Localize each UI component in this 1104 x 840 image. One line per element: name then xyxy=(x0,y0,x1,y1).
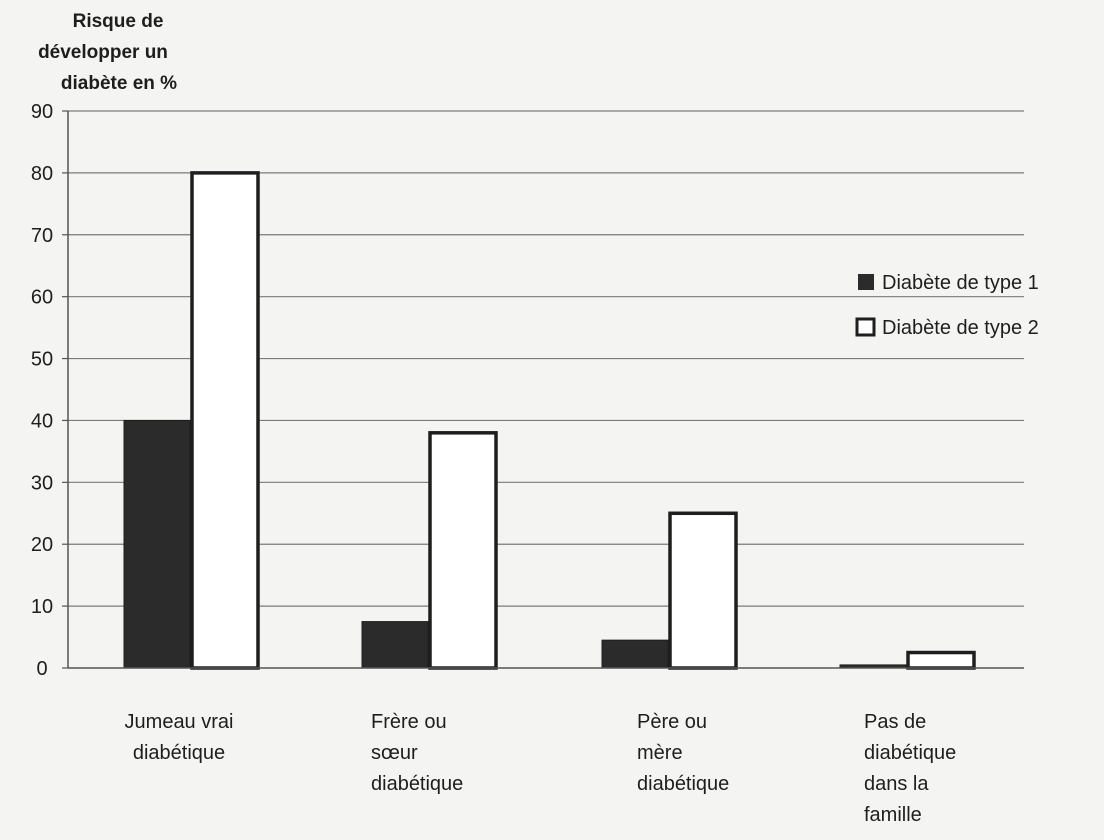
category-label: diabétique xyxy=(637,773,729,795)
y-tick-labels: 0 10 20 30 40 50 60 70 80 90 xyxy=(31,101,53,680)
category-label: Pas de xyxy=(864,711,926,733)
category-label: mère xyxy=(637,742,683,764)
legend: Diabète de type 1 Diabète de type 2 xyxy=(855,272,1039,339)
category-label: dans la xyxy=(864,773,929,795)
legend-label: Diabète de type 2 xyxy=(882,317,1039,339)
axes xyxy=(67,111,1024,669)
y-tick-label: 90 xyxy=(31,101,53,123)
category-label: diabétique xyxy=(133,742,225,764)
y-tick-label: 0 xyxy=(36,658,47,680)
category-label: Frère ou xyxy=(371,711,447,733)
bars xyxy=(123,171,976,670)
bar-type-1 xyxy=(123,419,191,669)
y-tick-label: 20 xyxy=(31,534,53,556)
category-label: diabétique xyxy=(371,773,463,795)
bar-type-2 xyxy=(190,171,260,670)
bar-type-1 xyxy=(601,639,669,669)
category-labels: Jumeau vrai diabétique Frère ou sœur diabéti… xyxy=(125,711,957,826)
bar-type-1 xyxy=(361,621,429,669)
y-tick-label: 40 xyxy=(31,410,53,432)
bar-type-2 xyxy=(668,511,738,670)
bar-type-2 xyxy=(428,431,498,670)
legend-swatch-type-2 xyxy=(855,317,876,337)
y-axis-title-line: Risque de xyxy=(73,11,164,32)
category-label: famille xyxy=(864,804,922,826)
y-tick-label: 30 xyxy=(31,472,53,494)
y-tick-label: 60 xyxy=(31,287,53,309)
y-tick-label: 70 xyxy=(31,225,53,247)
legend-label: Diabète de type 1 xyxy=(882,272,1039,294)
bar-type-2 xyxy=(906,650,976,670)
y-tick-label: 50 xyxy=(31,349,53,371)
y-tick-label: 10 xyxy=(31,596,53,618)
category-label: sœur xyxy=(371,742,418,764)
legend-swatch-type-1 xyxy=(858,274,874,290)
category-label: diabétique xyxy=(864,742,956,764)
category-label: Père ou xyxy=(637,711,707,733)
y-axis-title: Risque de développer un diabète en % xyxy=(38,11,177,94)
y-axis-title-line: développer un xyxy=(38,42,168,63)
y-axis-title-line: diabète en % xyxy=(61,73,177,94)
y-tick-label: 80 xyxy=(31,163,53,185)
category-label: Jumeau vrai xyxy=(125,711,234,733)
